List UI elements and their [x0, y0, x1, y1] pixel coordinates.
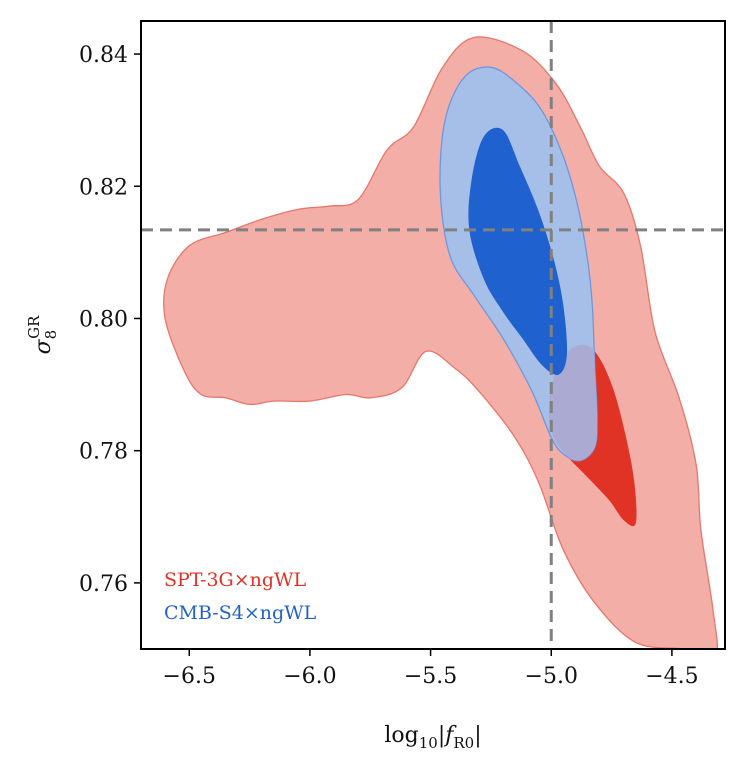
legend-entry-cmb: CMB-S4×ngWL [164, 602, 317, 624]
x-axis-label: log10|fR0| [384, 723, 481, 752]
contour-overlap-region [548, 344, 598, 461]
y-tick-label: 0.80 [79, 307, 128, 332]
x-label-sub-r0: R0 [453, 734, 474, 752]
y-tick-label: 0.84 [79, 43, 128, 68]
x-label-log: log [384, 723, 418, 748]
spt-3g-outer-contour [162, 36, 718, 649]
plot-frame [140, 20, 726, 650]
y-label-sub-8: 8 [42, 330, 60, 340]
y-axis-label: σ8GR [25, 315, 60, 355]
reference-lines [141, 21, 725, 649]
y-tick-label: 0.82 [79, 175, 128, 200]
x-label-sub-10: 10 [419, 734, 438, 752]
x-label-bar: | [474, 723, 481, 748]
x-tick-label: −6.0 [283, 664, 336, 689]
x-axis: −6.5 −6.0 −5.5 −5.0 −4.5 [163, 649, 699, 689]
y-axis: 0.76 0.78 0.80 0.82 0.84 [79, 43, 141, 597]
y-label-sigma: σ [31, 338, 56, 354]
cmb-s4-inner-contour [468, 127, 568, 375]
legend: SPT-3G×ngWL CMB-S4×ngWL [164, 569, 317, 624]
y-label-sup-gr: GR [25, 315, 43, 339]
x-tick-label: −5.0 [525, 664, 578, 689]
x-tick-label: −6.5 [163, 664, 216, 689]
y-tick-label: 0.76 [79, 572, 128, 597]
x-tick-label: −4.5 [645, 664, 698, 689]
legend-entry-spt: SPT-3G×ngWL [164, 569, 307, 591]
x-label-abs-f: |f [438, 723, 457, 748]
contour-layer [162, 36, 718, 649]
x-tick-label: −5.5 [404, 664, 457, 689]
y-tick-label: 0.78 [79, 440, 128, 465]
